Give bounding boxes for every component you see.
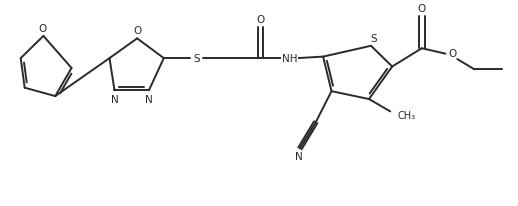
Text: O: O [133,26,141,36]
Text: NH: NH [282,53,297,63]
Text: O: O [38,24,47,34]
Text: N: N [145,95,153,104]
Text: S: S [371,34,377,44]
Text: O: O [418,4,426,14]
Text: CH₃: CH₃ [398,111,416,121]
Text: N: N [110,95,118,104]
Text: S: S [193,53,199,63]
Text: O: O [448,48,456,58]
Text: O: O [256,15,265,25]
Text: N: N [295,152,303,162]
